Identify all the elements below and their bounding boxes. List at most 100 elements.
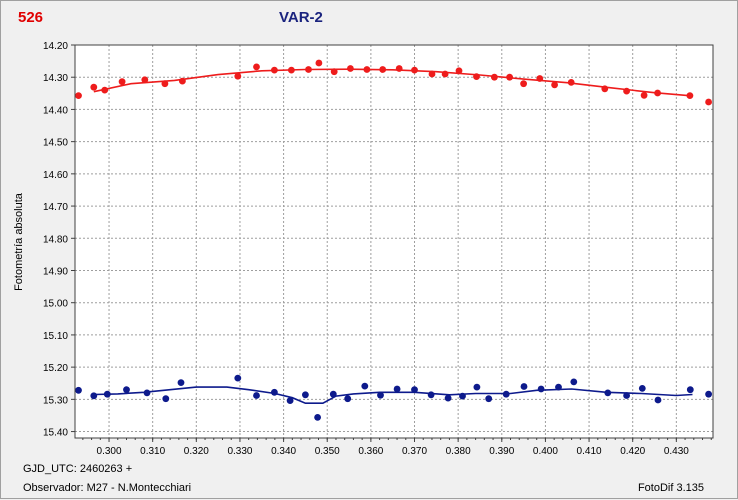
series-1-point: [90, 83, 98, 91]
series-1-point: [411, 66, 418, 74]
x-tick-label: 0.430: [664, 446, 689, 457]
series-2-point: [302, 391, 309, 399]
x-tick-label: 0.390: [489, 446, 514, 457]
series-1-point: [654, 89, 661, 97]
series-1-point: [640, 91, 648, 99]
x-tick-label: 0.370: [402, 446, 427, 457]
series-2-point: [623, 392, 630, 399]
y-tick-label: 14.70: [43, 202, 68, 213]
x-tick-label: 0.310: [140, 446, 165, 457]
series-2-point: [103, 390, 111, 398]
series-2-point: [75, 386, 82, 394]
series-2-point: [162, 395, 170, 403]
series-2-point: [234, 374, 242, 382]
y-tick-label: 15.10: [43, 331, 68, 342]
y-tick-label: 15.20: [43, 363, 68, 374]
series-2-point: [314, 414, 321, 421]
series-1-point: [347, 65, 354, 72]
series-1-point: [141, 76, 149, 84]
series-1-point: [379, 66, 387, 73]
series-1-point: [330, 68, 338, 76]
series-2-trend-line: [93, 386, 693, 404]
plot-border: [74, 44, 714, 439]
series-1-point: [395, 65, 403, 72]
plot-area: [75, 45, 713, 438]
series-1-point: [520, 80, 527, 88]
y-tick-label: 15.30: [43, 395, 68, 406]
y-axis-label: Fotometría absoluta: [13, 192, 25, 291]
series-2-point: [90, 392, 98, 400]
series-1-point: [288, 66, 295, 74]
series-2-point: [502, 390, 510, 398]
y-tick-label: 14.60: [43, 170, 68, 181]
series-2-point: [411, 386, 418, 394]
series-2-point: [377, 391, 384, 399]
series-2-point: [638, 385, 646, 392]
x-tick-label: 0.330: [227, 446, 252, 457]
series-2-point: [271, 388, 278, 396]
series-2-point: [123, 386, 130, 394]
series-2-point: [705, 390, 712, 398]
series-2-point: [570, 378, 578, 386]
y-tick-label: 14.30: [43, 73, 68, 84]
series-1-trend-line: [93, 68, 693, 97]
y-tick-label: 14.20: [43, 41, 68, 52]
series-1-point: [253, 63, 260, 71]
x-tick-label: 0.300: [97, 446, 122, 457]
series-2-point: [286, 397, 294, 404]
series-1-point: [363, 66, 371, 73]
series-1-point: [441, 70, 449, 78]
series-1-point: [705, 98, 712, 106]
series-2-point: [473, 383, 481, 391]
axes: 14.20 14.30 14.40 14.50 14.60 14.70 14.80 14.90…: [43, 41, 712, 457]
series-1-point: [491, 73, 498, 81]
series-1-point: [271, 66, 278, 74]
y-tick-label: 14.50: [43, 138, 68, 149]
series-1-point: [506, 73, 513, 81]
x-tick-label: 0.350: [315, 446, 340, 457]
series-2-point: [485, 395, 493, 403]
series-1-point: [179, 77, 186, 85]
observer-label: Observador: M27 - N.Montecchiari: [23, 482, 192, 494]
star-id-label: 526: [18, 9, 44, 26]
series-2-point: [555, 383, 562, 391]
series-1-point: [305, 66, 312, 73]
series-2-point: [537, 385, 545, 393]
series-2-point: [654, 396, 662, 404]
series-2-point: [427, 391, 435, 399]
series-layer: [75, 59, 712, 421]
series-1-point: [536, 75, 544, 82]
series-1-point: [455, 67, 463, 75]
series-1-point: [623, 87, 630, 95]
x-tick-label: 0.420: [620, 446, 645, 457]
series-2-point: [329, 390, 337, 398]
series-2-point: [344, 395, 352, 403]
series-2-point: [686, 386, 694, 394]
series-2-point: [361, 382, 369, 390]
x-tick-label: 0.340: [271, 446, 296, 457]
series-1-point: [75, 92, 82, 99]
series-1-point: [601, 85, 609, 93]
series-2-point: [253, 392, 260, 399]
series-2-point: [459, 392, 466, 400]
series-2-point: [444, 394, 452, 402]
gjd-label: GJD_UTC: 2460263 +: [23, 463, 133, 475]
x-tick-label: 0.410: [577, 446, 602, 457]
y-tick-label: 14.90: [43, 266, 68, 277]
series-1-point: [315, 59, 323, 67]
series-2-point: [393, 385, 401, 393]
series-1-point: [428, 70, 436, 78]
x-tick-label: 0.380: [446, 446, 471, 457]
series-2-point: [143, 389, 151, 397]
series-1-point: [473, 73, 480, 80]
series-1-point: [567, 79, 575, 86]
x-tick-label: 0.360: [358, 446, 383, 457]
series-1-point: [118, 78, 126, 86]
series-2-point: [604, 389, 612, 397]
series-1-point: [234, 72, 242, 80]
y-tick-label: 15.00: [43, 299, 68, 310]
x-tick-label: 0.320: [184, 446, 209, 457]
y-tick-label: 14.80: [43, 234, 68, 245]
